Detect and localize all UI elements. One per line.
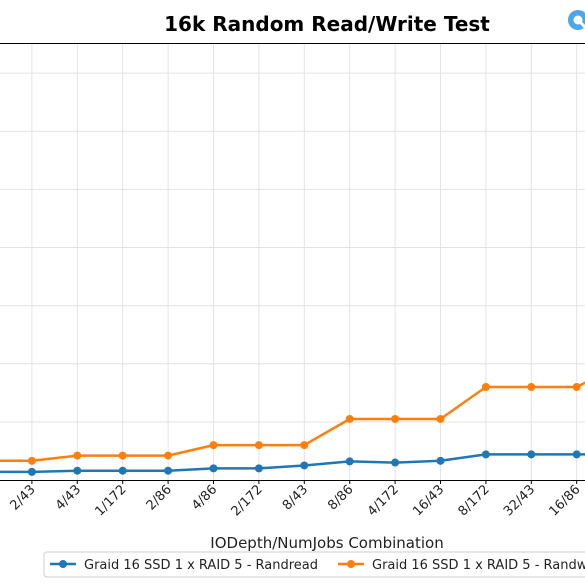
x-tick-label: 2/43 [7, 482, 38, 513]
legend-label-1: Graid 16 SSD 1 x RAID 5 - Randwrite [372, 558, 585, 573]
legend-box [43, 551, 585, 578]
series-1-point [481, 382, 490, 391]
series-0-point [345, 457, 354, 466]
series-0-point [73, 466, 82, 475]
x-tick-label: 8/86 [325, 482, 356, 513]
series-1-point [436, 414, 445, 423]
series-line-0 [0, 453, 585, 474]
x-tick-label: 2/172 [229, 482, 266, 519]
series-0-point [572, 450, 581, 459]
series-line-1 [0, 381, 585, 463]
series-1-point [527, 382, 536, 391]
x-tick-label: 8/43 [280, 482, 311, 513]
x-tick-label: 2/86 [144, 482, 175, 513]
x-tick-label: 4/172 [365, 482, 402, 519]
x-axis-label: IODepth/NumJobs Combination [210, 534, 443, 552]
x-tick-label: 4/86 [189, 482, 220, 513]
x-tick-label: 16/86 [546, 482, 583, 519]
x-tick-label: 32/43 [501, 482, 538, 519]
series-0-point [118, 466, 127, 475]
series-0-point [209, 464, 218, 473]
series-0-point [481, 450, 490, 459]
series-1-point [209, 441, 218, 450]
x-tick-label: 1/172 [92, 482, 129, 519]
series-1-point [164, 451, 173, 460]
grid [0, 44, 585, 480]
series-layer [0, 381, 585, 476]
series-0-point [300, 461, 309, 470]
series-0-point [254, 464, 263, 473]
legend: Graid 16 SSD 1 x RAID 5 - Randread Graid … [43, 551, 585, 578]
x-tick-labels: 2/43 4/43 1/172 2/86 4/86 2/172 8/43 8/86 4/172 1… [7, 480, 584, 519]
series-0-point [527, 450, 536, 459]
legend-marker-1 [347, 560, 355, 568]
series-1-point [118, 451, 127, 460]
series-1-point [254, 441, 263, 450]
series-1-point [27, 456, 36, 465]
legend-label-0: Graid 16 SSD 1 x RAID 5 - Randread [84, 558, 318, 573]
chart-title: 16k Random Read/Write Test [164, 12, 490, 36]
series-0-point [164, 466, 173, 475]
logo [568, 10, 585, 30]
legend-marker-0 [59, 560, 67, 568]
x-tick-label: 4/43 [53, 482, 84, 513]
series-0-point [27, 467, 36, 476]
series-1-point [73, 451, 82, 460]
series-1-point [345, 414, 354, 423]
x-tick-label: 16/43 [410, 482, 447, 519]
series-1-point [391, 414, 400, 423]
series-1-point [300, 441, 309, 450]
series-1-point [572, 382, 581, 391]
x-tick-label: 8/172 [456, 482, 493, 519]
series-0-point [391, 458, 400, 467]
series-0-point [436, 456, 445, 465]
